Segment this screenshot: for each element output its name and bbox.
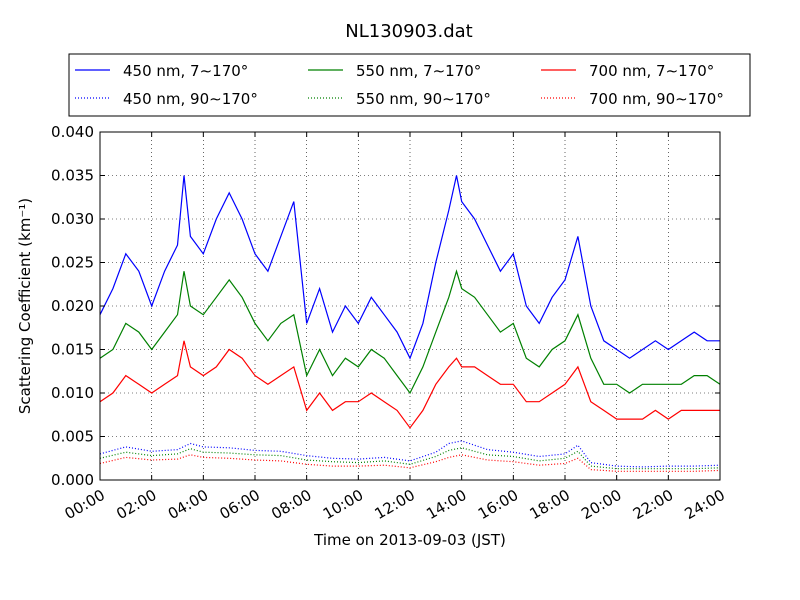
- legend: 450 nm, 7∼170° 550 nm, 7∼170° 700 nm, 7∼17…: [68, 53, 751, 117]
- legend-label-3: 450 nm, 90∼170°: [123, 90, 258, 108]
- series-line-4: [99, 447, 721, 470]
- y-tick-label: 0.010: [51, 384, 94, 402]
- series-line-5: [99, 454, 721, 472]
- y-tick-label: 0.005: [51, 428, 94, 446]
- legend-label-2: 700 nm, 7∼170°: [589, 62, 714, 80]
- x-axis-label: Time on 2013-09-03 (JST): [313, 531, 506, 549]
- y-tick-label: 0.000: [51, 471, 94, 489]
- y-tick-label: 0.020: [51, 297, 94, 315]
- y-tick-label: 0.040: [51, 123, 94, 141]
- series-line-3: [99, 440, 721, 468]
- y-tick-label: 0.015: [51, 341, 94, 359]
- y-tick-label: 0.035: [51, 167, 94, 185]
- legend-label-4: 550 nm, 90∼170°: [356, 90, 491, 108]
- legend-label-5: 700 nm, 90∼170°: [589, 90, 724, 108]
- legend-box: [68, 53, 751, 117]
- chart-title: NL130903.dat: [345, 21, 472, 42]
- series-line-1: [99, 269, 721, 395]
- series-layer: [99, 175, 721, 472]
- legend-label-1: 550 nm, 7∼170°: [356, 62, 481, 80]
- y-tick-label: 0.030: [51, 210, 94, 228]
- y-axis-label: Scattering Coefficient (km⁻¹): [16, 198, 34, 414]
- series-line-2: [99, 340, 720, 429]
- y-tick-label: 0.025: [51, 254, 94, 272]
- plot-frame: [99, 131, 721, 481]
- series-line-0: [99, 175, 720, 360]
- legend-label-0: 450 nm, 7∼170°: [123, 62, 248, 80]
